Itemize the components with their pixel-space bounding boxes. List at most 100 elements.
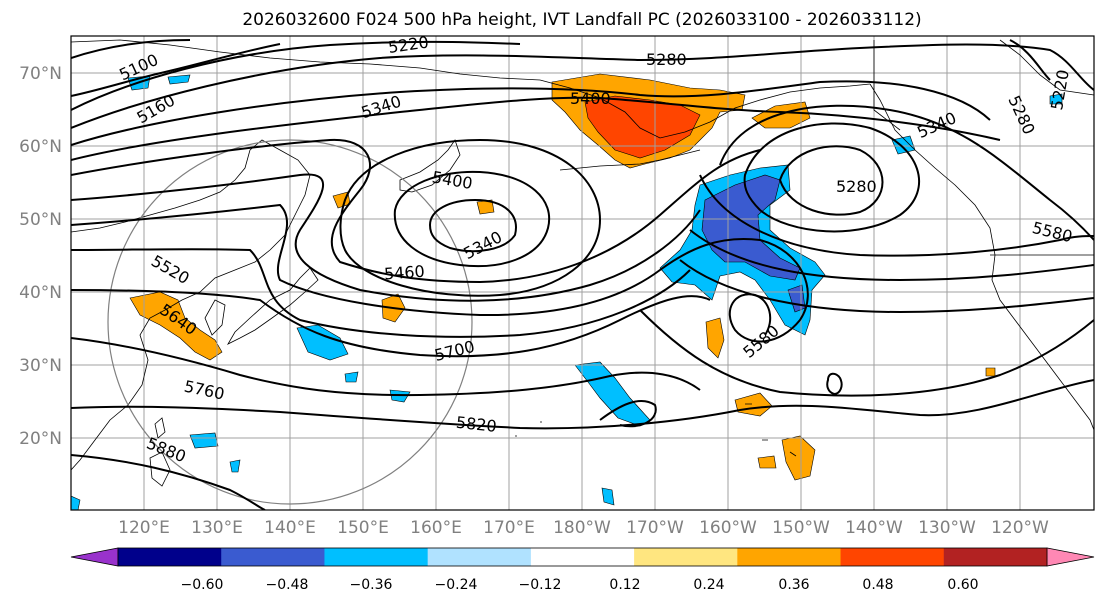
lon-label: 130°E (191, 518, 243, 538)
contour-5640 (71, 248, 691, 338)
midway-dots (515, 421, 542, 437)
colorbar-cell (530, 548, 635, 566)
lon-label: 140°W (845, 518, 903, 538)
colorbar-ticks: −0.60 −0.48 −0.36 −0.24 −0.12 0.12 0.24 … (181, 577, 979, 593)
lon-label: 150°W (772, 518, 830, 538)
contour-east-4 (679, 259, 1094, 314)
reference-circle (107, 139, 473, 505)
colorbar-tick-label: −0.60 (181, 577, 224, 593)
colorbar-tick-label: −0.12 (519, 577, 562, 593)
contour-5220-ne (1009, 39, 1051, 81)
lon-label: 170°W (626, 518, 684, 538)
korea-coastline (204, 299, 226, 336)
east-asia-positive (129, 291, 223, 361)
height-contours (71, 39, 1094, 510)
colorbar-cell (840, 548, 945, 566)
arctic-negative-3 (1049, 93, 1063, 105)
colorbar-over-extend (1046, 547, 1095, 567)
canada-border (873, 40, 901, 131)
lat-label: 30°N (19, 356, 62, 376)
hawaii-positive-3 (757, 455, 777, 469)
longitude-labels: 120°E 130°E 140°E 150°E 160°E 170°E 180°… (118, 518, 1049, 538)
colorbar-cell (634, 548, 738, 566)
sw-negative-4 (344, 371, 359, 383)
colorbar-cell (324, 548, 429, 566)
contour-label: 5460 (383, 262, 425, 284)
corner-negative (71, 495, 81, 510)
contour-5100 (71, 39, 191, 59)
japan-coastline (226, 267, 319, 345)
contour-label: 5400 (570, 89, 611, 108)
colorbar-tick-label: 0.24 (693, 577, 724, 593)
lon-label: 140°E (264, 518, 316, 538)
lon-label: 130°W (918, 518, 976, 538)
contour-east-1 (719, 104, 1094, 241)
contour-5880-east (599, 400, 657, 428)
contour-5760 (71, 337, 701, 397)
hawaii-positive-2 (781, 435, 816, 481)
contour-5700 (71, 289, 711, 358)
lat-label: 50°N (19, 210, 62, 230)
contour-label: 5280 (646, 50, 687, 69)
map-frame (70, 35, 1095, 511)
colorbar-cell (737, 548, 842, 566)
contour-east-2 (699, 174, 1094, 257)
philippines-coastline (149, 451, 171, 487)
lat-label: 20°N (19, 429, 62, 449)
colorbar-frame (117, 547, 1048, 567)
contour-small-loop (826, 372, 843, 396)
colorbar-tick-label: 0.36 (778, 577, 809, 593)
contour-5220 (71, 40, 521, 111)
arctic-negative-2 (167, 74, 191, 85)
sw-negative-5 (601, 487, 615, 506)
southwest-negative-2 (229, 459, 241, 473)
colorbar-cell (943, 548, 1048, 566)
subtropical-positive-1 (705, 317, 725, 359)
southwest-negative-1 (189, 432, 219, 449)
lon-label: 150°E (337, 518, 389, 538)
colorbar-tick-label: 0.12 (609, 577, 640, 593)
hawaii-islands (745, 403, 797, 457)
taiwan-coastline (154, 417, 166, 439)
colorbar-cell (427, 548, 532, 566)
contour-5160 (71, 43, 281, 97)
colorbar-tick-label: 0.60 (947, 577, 978, 593)
contour-5400-north (71, 96, 1001, 161)
lat-label: 70°N (19, 64, 62, 84)
colorbar: −0.60 −0.48 −0.36 −0.24 −0.12 0.12 0.24 … (70, 547, 1095, 593)
contour-5340 (71, 80, 991, 146)
contour-label: 5280 (836, 177, 877, 196)
colorbar-tick-label: 0.48 (862, 577, 893, 593)
lon-label: 180°W (553, 518, 611, 538)
contour-5880 (71, 454, 266, 510)
latitude-labels: 70°N 60°N 50°N 40°N 30°N 20°N (19, 64, 62, 449)
colorbar-cell (221, 548, 325, 566)
contour-low-mid (393, 170, 551, 268)
contour-label: 5220 (387, 32, 430, 56)
contour-east-3 (689, 229, 1094, 282)
lon-label: 120°W (991, 518, 1049, 538)
baja-positive-dot (985, 367, 996, 377)
aleutians (559, 149, 701, 171)
lat-label: 40°N (19, 283, 62, 303)
contour-5820 (71, 379, 1094, 430)
colorbar-tick-label: −0.24 (435, 577, 478, 593)
contour-5580 (71, 203, 809, 343)
contour-5460 (71, 138, 761, 284)
arctic-coastline (71, 39, 541, 81)
contour-low-inner (428, 198, 517, 253)
colorbar-tick-label: −0.48 (266, 577, 309, 593)
lon-label: 120°E (118, 518, 170, 538)
figure-title: 2026032600 F024 500 hPa height, IVT Land… (242, 10, 921, 30)
lon-label: 160°W (699, 518, 757, 538)
contour-ridge-east (639, 309, 1094, 397)
colorbar-tick-label: −0.36 (350, 577, 393, 593)
alaska-coastline (539, 79, 871, 139)
na-west-coastline (869, 83, 1094, 431)
lat-label: 60°N (19, 137, 62, 157)
contour-low-outer (339, 138, 602, 297)
gulf-alaska-positive (751, 101, 811, 129)
hudson-coast (999, 39, 1094, 96)
contour-east-low-inner (778, 145, 884, 216)
